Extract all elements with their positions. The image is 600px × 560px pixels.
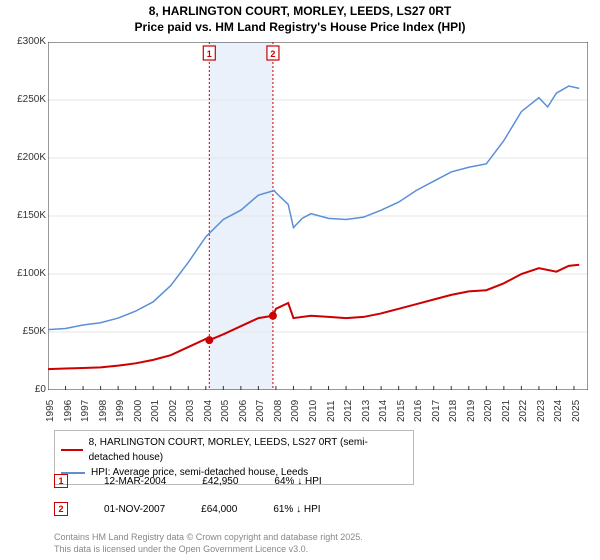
chart-svg: 12 <box>48 42 588 390</box>
x-tick-label: 2015 <box>396 400 407 422</box>
sale-price-2: £64,000 <box>201 504 237 515</box>
x-tick-label: 2020 <box>483 400 494 422</box>
chart-plot-area: 12 1995199619971998199920002001200220032… <box>48 42 588 390</box>
copyright-line2: This data is licensed under the Open Gov… <box>54 544 363 556</box>
x-tick-label: 2023 <box>536 400 547 422</box>
sale-date-1: 12-MAR-2004 <box>104 476 166 487</box>
sale-price-1: £42,950 <box>202 476 238 487</box>
sale-pct-2: 61% ↓ HPI <box>273 504 320 515</box>
legend-label-price-paid: 8, HARLINGTON COURT, MORLEY, LEEDS, LS27… <box>89 435 407 465</box>
copyright-block: Contains HM Land Registry data © Crown c… <box>54 532 363 555</box>
y-tick-label: £300K <box>2 36 46 47</box>
x-tick-label: 2005 <box>220 400 231 422</box>
x-tick-label: 1999 <box>115 400 126 422</box>
x-tick-label: 2008 <box>273 400 284 422</box>
x-tick-label: 2018 <box>448 400 459 422</box>
sale-row-2: 2 01-NOV-2007 £64,000 61% ↓ HPI <box>54 502 321 516</box>
x-tick-label: 2009 <box>290 400 301 422</box>
chart-title-block: 8, HARLINGTON COURT, MORLEY, LEEDS, LS27… <box>0 0 600 35</box>
sale-date-2: 01-NOV-2007 <box>104 504 165 515</box>
x-tick-label: 2014 <box>378 400 389 422</box>
svg-text:1: 1 <box>207 49 212 59</box>
sale-marker-2-num: 2 <box>58 504 63 514</box>
y-axis-labels: £0£50K£100K£150K£200K£250K£300K <box>0 42 48 390</box>
chart-title-line2: Price paid vs. HM Land Registry's House … <box>0 20 600 36</box>
x-tick-label: 2003 <box>185 400 196 422</box>
x-tick-label: 1998 <box>98 400 109 422</box>
y-tick-label: £100K <box>2 268 46 279</box>
x-tick-label: 2016 <box>413 400 424 422</box>
x-tick-label: 2012 <box>343 400 354 422</box>
sale-row-1: 1 12-MAR-2004 £42,950 64% ↓ HPI <box>54 474 322 488</box>
x-tick-label: 1997 <box>80 400 91 422</box>
y-tick-label: £0 <box>2 384 46 395</box>
x-tick-label: 2022 <box>518 400 529 422</box>
x-tick-label: 2006 <box>238 400 249 422</box>
sale-marker-1: 1 <box>54 474 68 488</box>
x-tick-label: 2011 <box>326 400 337 422</box>
sale-marker-1-num: 1 <box>58 476 63 486</box>
copyright-line1: Contains HM Land Registry data © Crown c… <box>54 532 363 544</box>
y-tick-label: £150K <box>2 210 46 221</box>
x-tick-label: 2019 <box>466 400 477 422</box>
x-tick-label: 2025 <box>571 400 582 422</box>
x-tick-label: 2017 <box>431 400 442 422</box>
sale-marker-2: 2 <box>54 502 68 516</box>
x-tick-label: 1996 <box>63 400 74 422</box>
legend-row-price-paid: 8, HARLINGTON COURT, MORLEY, LEEDS, LS27… <box>61 435 407 465</box>
x-tick-label: 2004 <box>203 400 214 422</box>
x-tick-label: 2013 <box>361 400 372 422</box>
y-tick-label: £50K <box>2 326 46 337</box>
chart-title-line1: 8, HARLINGTON COURT, MORLEY, LEEDS, LS27… <box>0 4 600 20</box>
x-tick-label: 2000 <box>133 400 144 422</box>
x-tick-label: 2002 <box>168 400 179 422</box>
legend-swatch-price-paid <box>61 449 83 451</box>
x-tick-label: 2010 <box>308 400 319 422</box>
y-tick-label: £200K <box>2 152 46 163</box>
x-tick-label: 2001 <box>150 400 161 422</box>
x-tick-label: 2024 <box>553 400 564 422</box>
y-tick-label: £250K <box>2 94 46 105</box>
x-tick-label: 2021 <box>501 400 512 422</box>
svg-text:2: 2 <box>270 49 275 59</box>
chart-container: 8, HARLINGTON COURT, MORLEY, LEEDS, LS27… <box>0 0 600 560</box>
sale-pct-1: 64% ↓ HPI <box>274 476 321 487</box>
x-tick-label: 2007 <box>255 400 266 422</box>
x-tick-label: 1995 <box>45 400 56 422</box>
